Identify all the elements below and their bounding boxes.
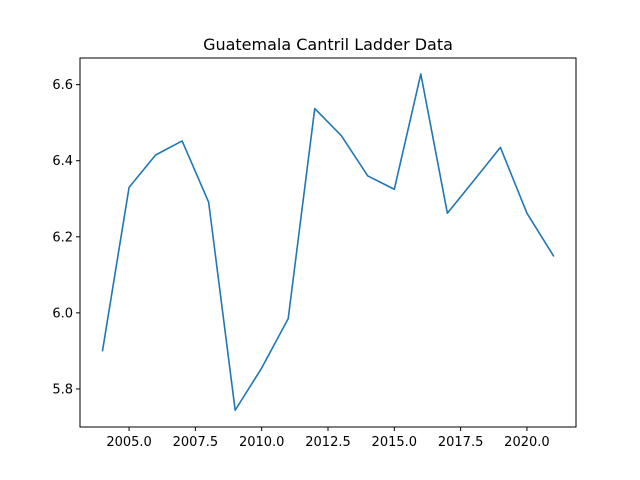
x-tick-label: 2015.0 — [372, 435, 418, 450]
x-tick-label: 2020.0 — [504, 435, 550, 450]
y-tick-label: 6.2 — [52, 230, 73, 245]
x-tick-label: 2005.0 — [106, 435, 152, 450]
chart-title: Guatemala Cantril Ladder Data — [203, 35, 453, 54]
plot-area: 2005.0 2007.5 2010.0 2012.5 2015.0 2017.5 2020… — [52, 57, 577, 450]
y-tick-label: 6.0 — [52, 306, 73, 321]
x-tick-label: 2010.0 — [239, 435, 285, 450]
series-line-0 — [101, 73, 555, 412]
y-tick-label: 6.4 — [52, 154, 73, 169]
x-tick-label: 2012.5 — [305, 435, 351, 450]
y-tick-label: 5.8 — [52, 382, 73, 397]
x-tick-label: 2017.5 — [438, 435, 484, 450]
x-tick-label: 2007.5 — [173, 435, 219, 450]
y-tick-label: 6.6 — [52, 78, 73, 93]
